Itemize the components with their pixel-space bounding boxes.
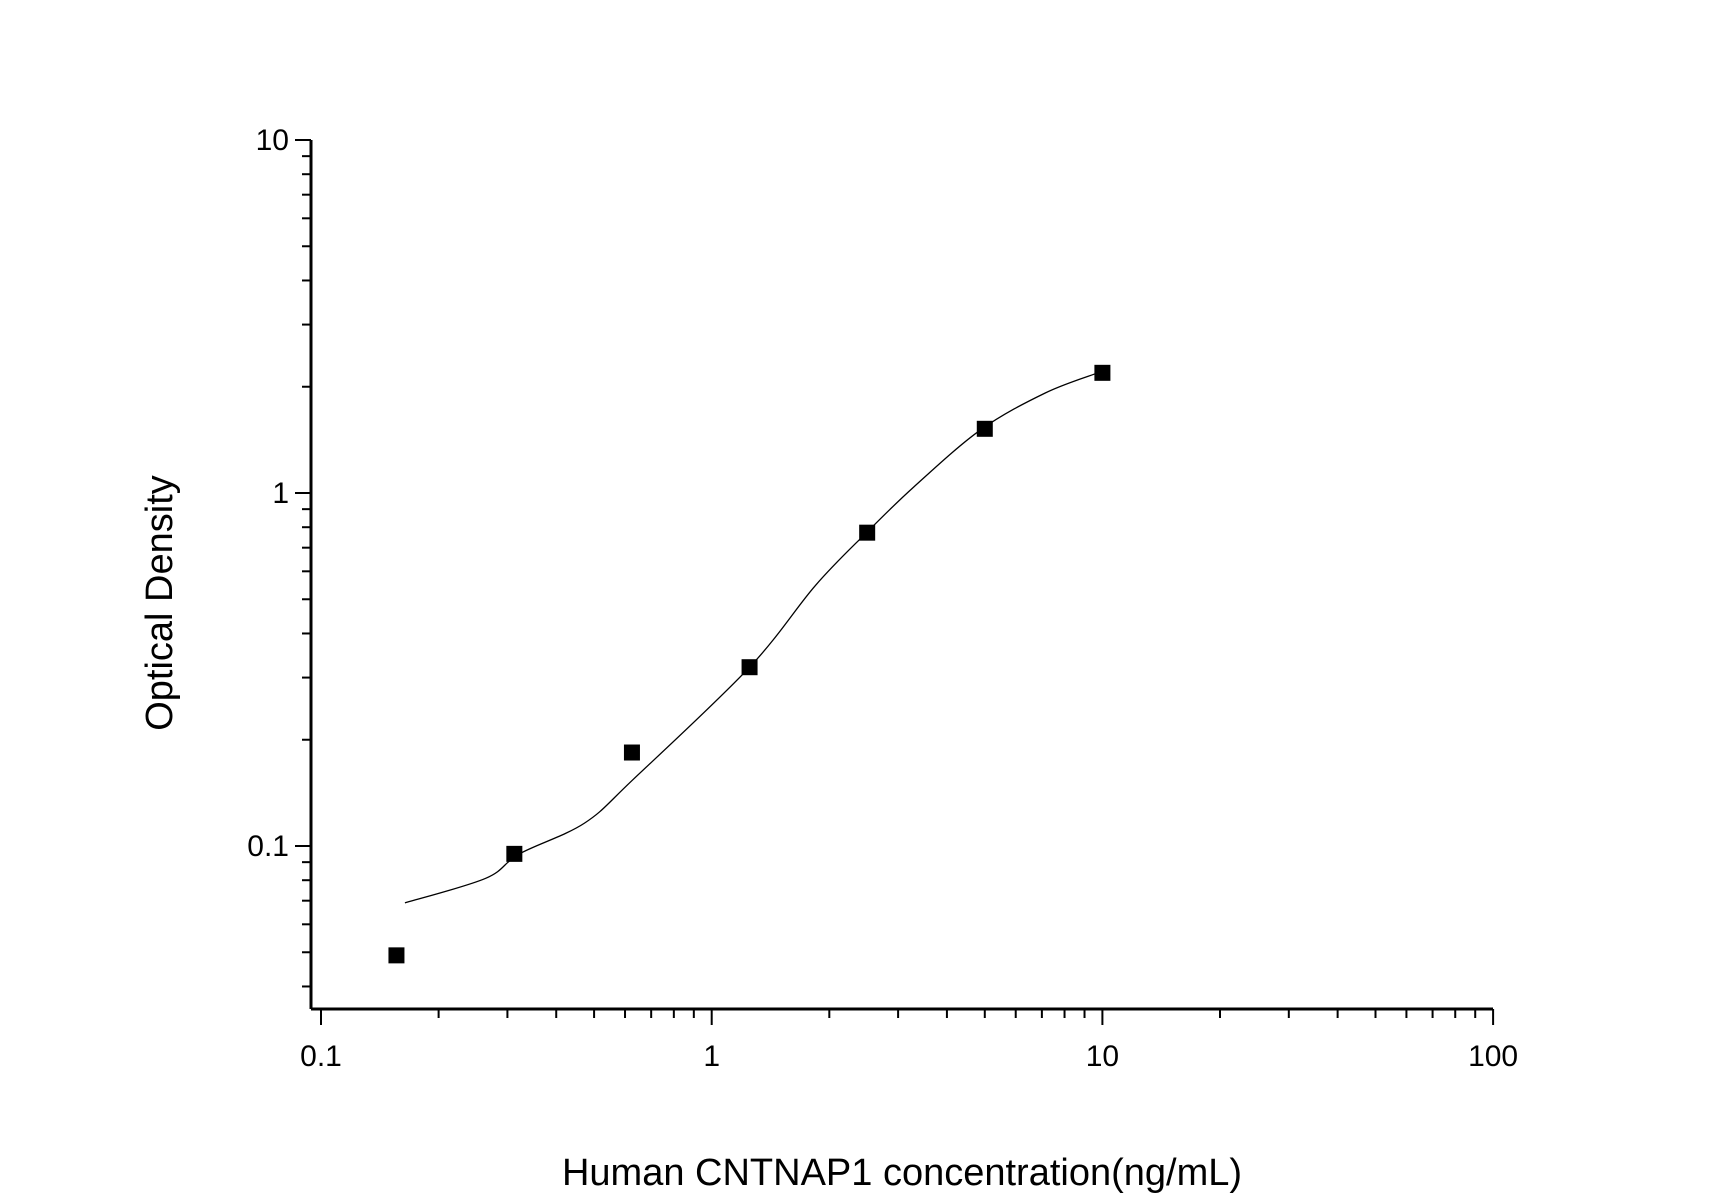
data-point <box>1094 364 1111 381</box>
ticks: 0.1 1 10 100 0.1 1 10 <box>247 124 1518 1073</box>
data-point <box>741 659 758 676</box>
x-tick-label: 100 <box>1468 1040 1518 1073</box>
y-axis-label: Optical Density <box>139 475 181 731</box>
axes <box>309 140 1493 1011</box>
data-points <box>388 364 1111 964</box>
data-point <box>388 947 405 964</box>
data-point <box>976 420 993 437</box>
x-tick-label: 10 <box>1086 1040 1119 1073</box>
x-tick-label: 1 <box>703 1040 720 1073</box>
data-point <box>623 744 640 761</box>
x-axis-label: Human CNTNAP1 concentration(ng/mL) <box>562 1152 1242 1194</box>
data-point <box>859 524 876 541</box>
fit-curve-group <box>404 372 1099 904</box>
data-point <box>506 845 523 862</box>
y-tick-label: 10 <box>256 124 289 157</box>
y-tick-label: 1 <box>272 477 289 510</box>
x-tick-label: 0.1 <box>300 1040 342 1073</box>
y-tick-label: 0.1 <box>247 830 289 863</box>
fit-curve <box>404 372 1099 904</box>
